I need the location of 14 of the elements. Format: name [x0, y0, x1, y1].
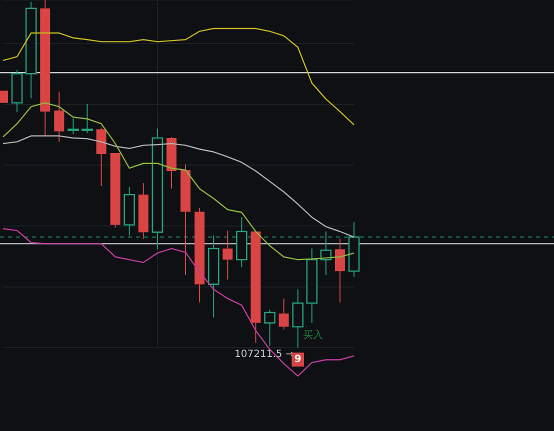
candlestick — [110, 152, 120, 228]
candlestick — [334, 238, 345, 303]
text: 9 — [294, 354, 302, 366]
candlestick — [278, 298, 289, 330]
annotation: 买入 — [302, 329, 323, 342]
candlestick — [96, 127, 106, 186]
candlestick — [222, 230, 233, 280]
candlestick — [250, 232, 261, 344]
candlestick — [40, 0, 50, 136]
candlestick — [194, 207, 205, 303]
candlestick — [138, 182, 148, 240]
candlestick — [180, 164, 191, 276]
candlestick — [166, 136, 176, 190]
candlestick — [54, 91, 64, 142]
